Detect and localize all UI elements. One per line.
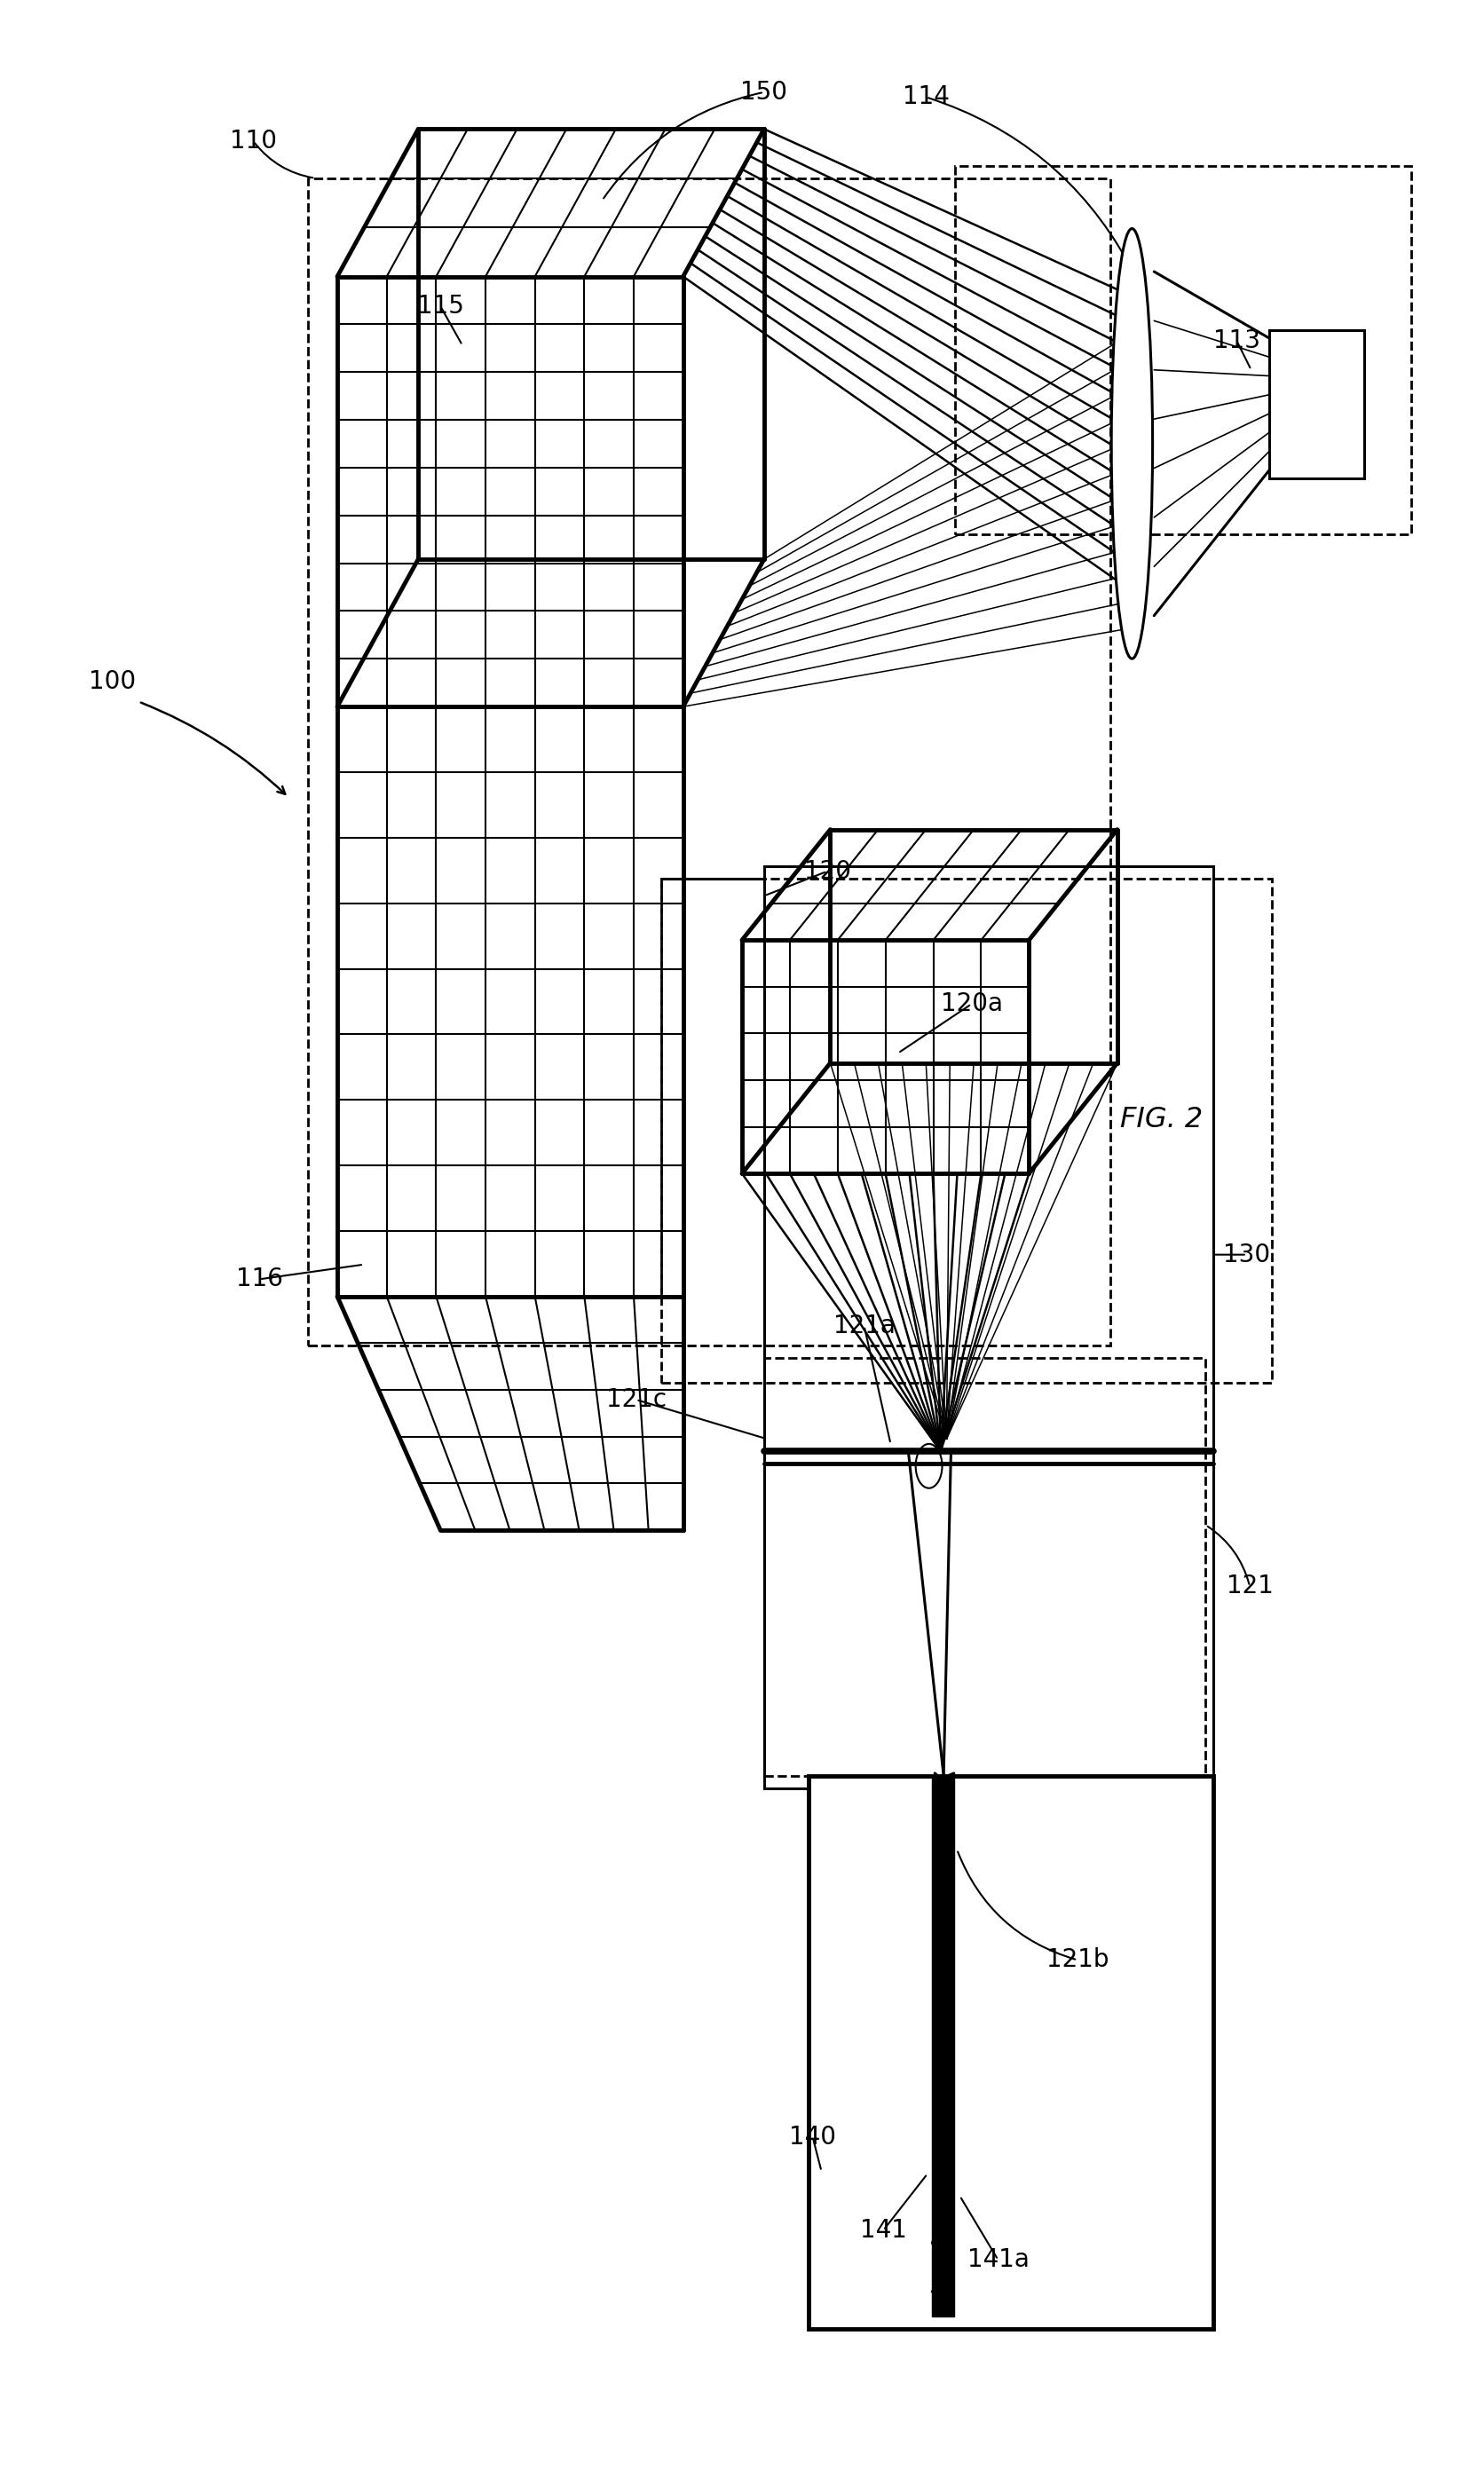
Text: 114: 114 — [902, 84, 950, 109]
Text: 121a: 121a — [833, 1314, 895, 1339]
Text: 100: 100 — [89, 669, 135, 694]
Text: 120: 120 — [804, 860, 850, 884]
Text: 115: 115 — [417, 294, 464, 319]
Text: 121b: 121b — [1046, 1946, 1109, 1974]
Text: 120a: 120a — [941, 990, 1003, 1015]
Text: 130: 130 — [1223, 1242, 1270, 1267]
Text: 116: 116 — [236, 1267, 283, 1292]
Bar — [809, 1776, 1212, 2329]
Text: 121c: 121c — [605, 1388, 666, 1413]
Ellipse shape — [1112, 230, 1153, 659]
Text: 113: 113 — [1212, 329, 1260, 353]
Text: 150: 150 — [741, 79, 788, 104]
Text: 121: 121 — [1226, 1573, 1273, 1598]
Text: 141a: 141a — [968, 2248, 1028, 2272]
Text: FIG. 2: FIG. 2 — [1120, 1107, 1204, 1134]
Text: 140: 140 — [789, 2124, 835, 2149]
Bar — [932, 1776, 954, 2317]
Bar — [764, 867, 1212, 1788]
Bar — [1269, 331, 1364, 479]
Text: 141: 141 — [859, 2218, 907, 2243]
Text: 110: 110 — [230, 128, 278, 153]
